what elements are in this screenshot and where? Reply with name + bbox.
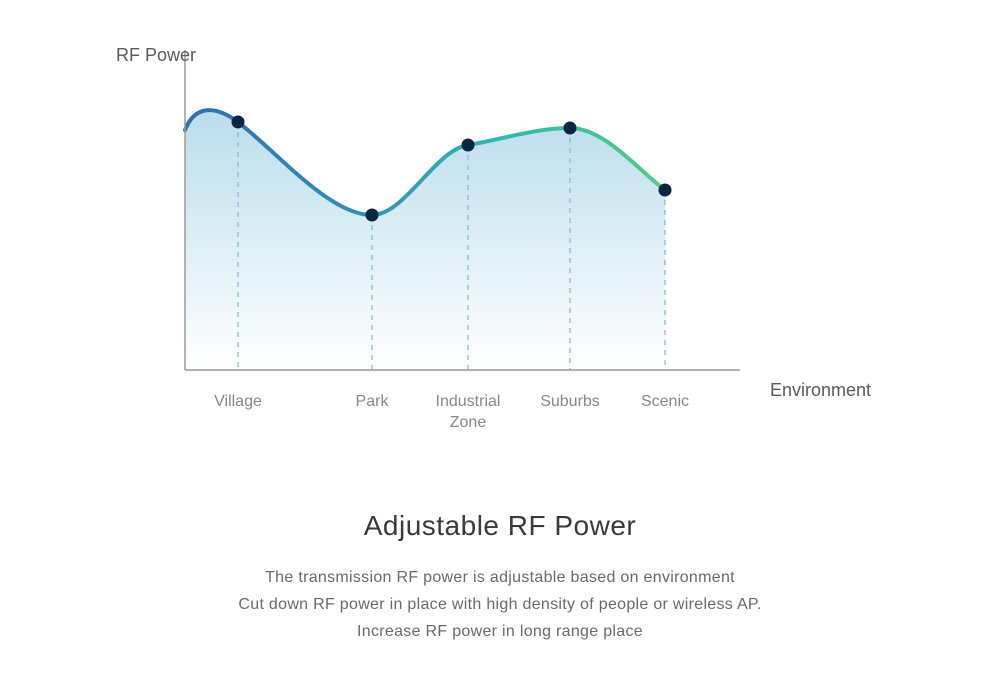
x-axis-label: Environment	[770, 380, 871, 401]
category-label: Suburbs	[540, 392, 600, 413]
data-marker	[564, 122, 577, 135]
data-marker	[232, 116, 245, 129]
area-fill	[185, 110, 665, 370]
desc-line-3: Increase RF power in long range place	[0, 618, 1000, 645]
data-marker	[366, 209, 379, 222]
category-label: Scenic	[641, 392, 689, 413]
data-marker	[462, 139, 475, 152]
heading: Adjustable RF Power	[0, 510, 1000, 542]
desc-line-1: The transmission RF power is adjustable …	[0, 564, 1000, 591]
category-label: Village	[214, 392, 262, 413]
description: The transmission RF power is adjustable …	[0, 564, 1000, 646]
category-label: Industrial Zone	[436, 392, 501, 434]
data-marker	[659, 184, 672, 197]
category-label: Park	[356, 392, 389, 413]
rf-power-chart: RF Power Environment Village Park Industri…	[0, 0, 1000, 470]
desc-line-2: Cut down RF power in place with high den…	[0, 591, 1000, 618]
y-axis-label: RF Power	[116, 45, 196, 66]
